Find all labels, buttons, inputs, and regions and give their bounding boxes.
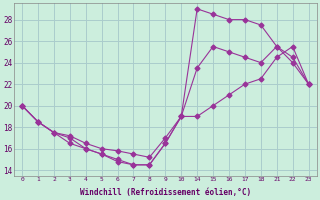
X-axis label: Windchill (Refroidissement éolien,°C): Windchill (Refroidissement éolien,°C)	[80, 188, 251, 197]
